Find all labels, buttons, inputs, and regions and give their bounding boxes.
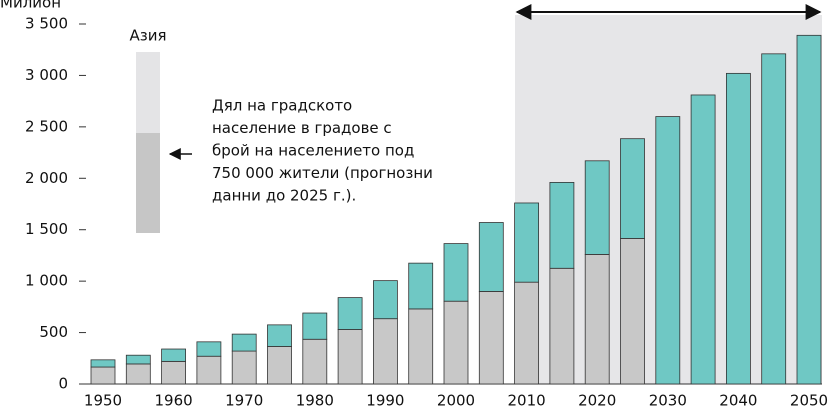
bar-segment	[372, 318, 398, 385]
bar-segment	[125, 354, 151, 365]
annotation-line: Дял на градското	[212, 97, 352, 115]
x-tick-label: 1960	[155, 392, 193, 410]
bar-segment	[125, 363, 151, 385]
bar-segment	[514, 202, 539, 283]
bar-segment	[796, 34, 822, 385]
bar-segment	[443, 243, 469, 302]
x-tick-label: 2040	[719, 392, 757, 410]
bar-segment	[196, 355, 222, 385]
bar-segment	[267, 346, 292, 385]
bar-segment	[337, 329, 363, 385]
bar-segment	[231, 333, 257, 352]
bar-segment	[620, 238, 645, 385]
bar-segment	[196, 341, 222, 357]
bar-segment	[161, 348, 187, 362]
bar-segment	[302, 312, 328, 340]
x-tick-label: 2030	[649, 392, 687, 410]
bar-segment	[478, 291, 504, 385]
bar-segment	[690, 94, 716, 385]
bar-segment	[443, 300, 469, 385]
bar-segment	[584, 160, 610, 255]
bar-segment	[161, 360, 187, 385]
bar-segment	[337, 297, 363, 330]
bar-segment	[267, 324, 292, 347]
x-tick-label: 1950	[84, 392, 122, 410]
x-tick-label: 2010	[508, 392, 546, 410]
bar-segment	[620, 138, 645, 239]
x-tick-label: 2050	[790, 392, 828, 410]
bar-segment	[90, 366, 116, 385]
y-tick-label: 3 500	[25, 15, 68, 33]
bar-segment	[549, 181, 575, 269]
y-tick-label: 1 500	[25, 220, 68, 238]
x-tick-label: 2000	[437, 392, 475, 410]
bar-segment	[231, 350, 257, 385]
x-tick-label: 1980	[296, 392, 334, 410]
bar-segment	[478, 222, 504, 292]
bar-segment	[761, 53, 787, 385]
bar-segment	[655, 116, 681, 385]
annotation-line: данни до 2025 г.).	[212, 187, 356, 205]
y-tick-label: 1 000	[25, 272, 68, 290]
y-axis-label: Милион	[0, 0, 61, 12]
y-tick-label: 500	[39, 323, 68, 341]
bar-segment	[549, 267, 575, 385]
x-tick-label: 1990	[366, 392, 404, 410]
annotation-line: население в градове с	[212, 119, 392, 137]
y-tick-label: 0	[58, 375, 68, 393]
bar-segment	[584, 253, 610, 385]
legend-swatch-bottom	[136, 133, 160, 233]
legend-title: Азия	[129, 27, 166, 45]
y-tick-label: 2 000	[25, 169, 68, 187]
x-tick-label: 1970	[225, 392, 263, 410]
x-tick-label: 2020	[578, 392, 616, 410]
annotation-line: 750 000 жители (прогнозни	[212, 164, 433, 182]
bar-segment	[514, 281, 539, 385]
bar-segment	[408, 262, 434, 310]
annotation-line: брой на населението под	[212, 142, 414, 160]
bar-segment	[372, 280, 398, 320]
y-tick-label: 3 000	[25, 66, 68, 84]
bar-segment	[302, 338, 328, 385]
legend-swatch-top	[136, 52, 160, 133]
bar-segment	[90, 359, 116, 368]
bar-segment	[726, 72, 751, 385]
bar-segment	[408, 308, 434, 385]
y-tick-label: 2 500	[25, 117, 68, 135]
